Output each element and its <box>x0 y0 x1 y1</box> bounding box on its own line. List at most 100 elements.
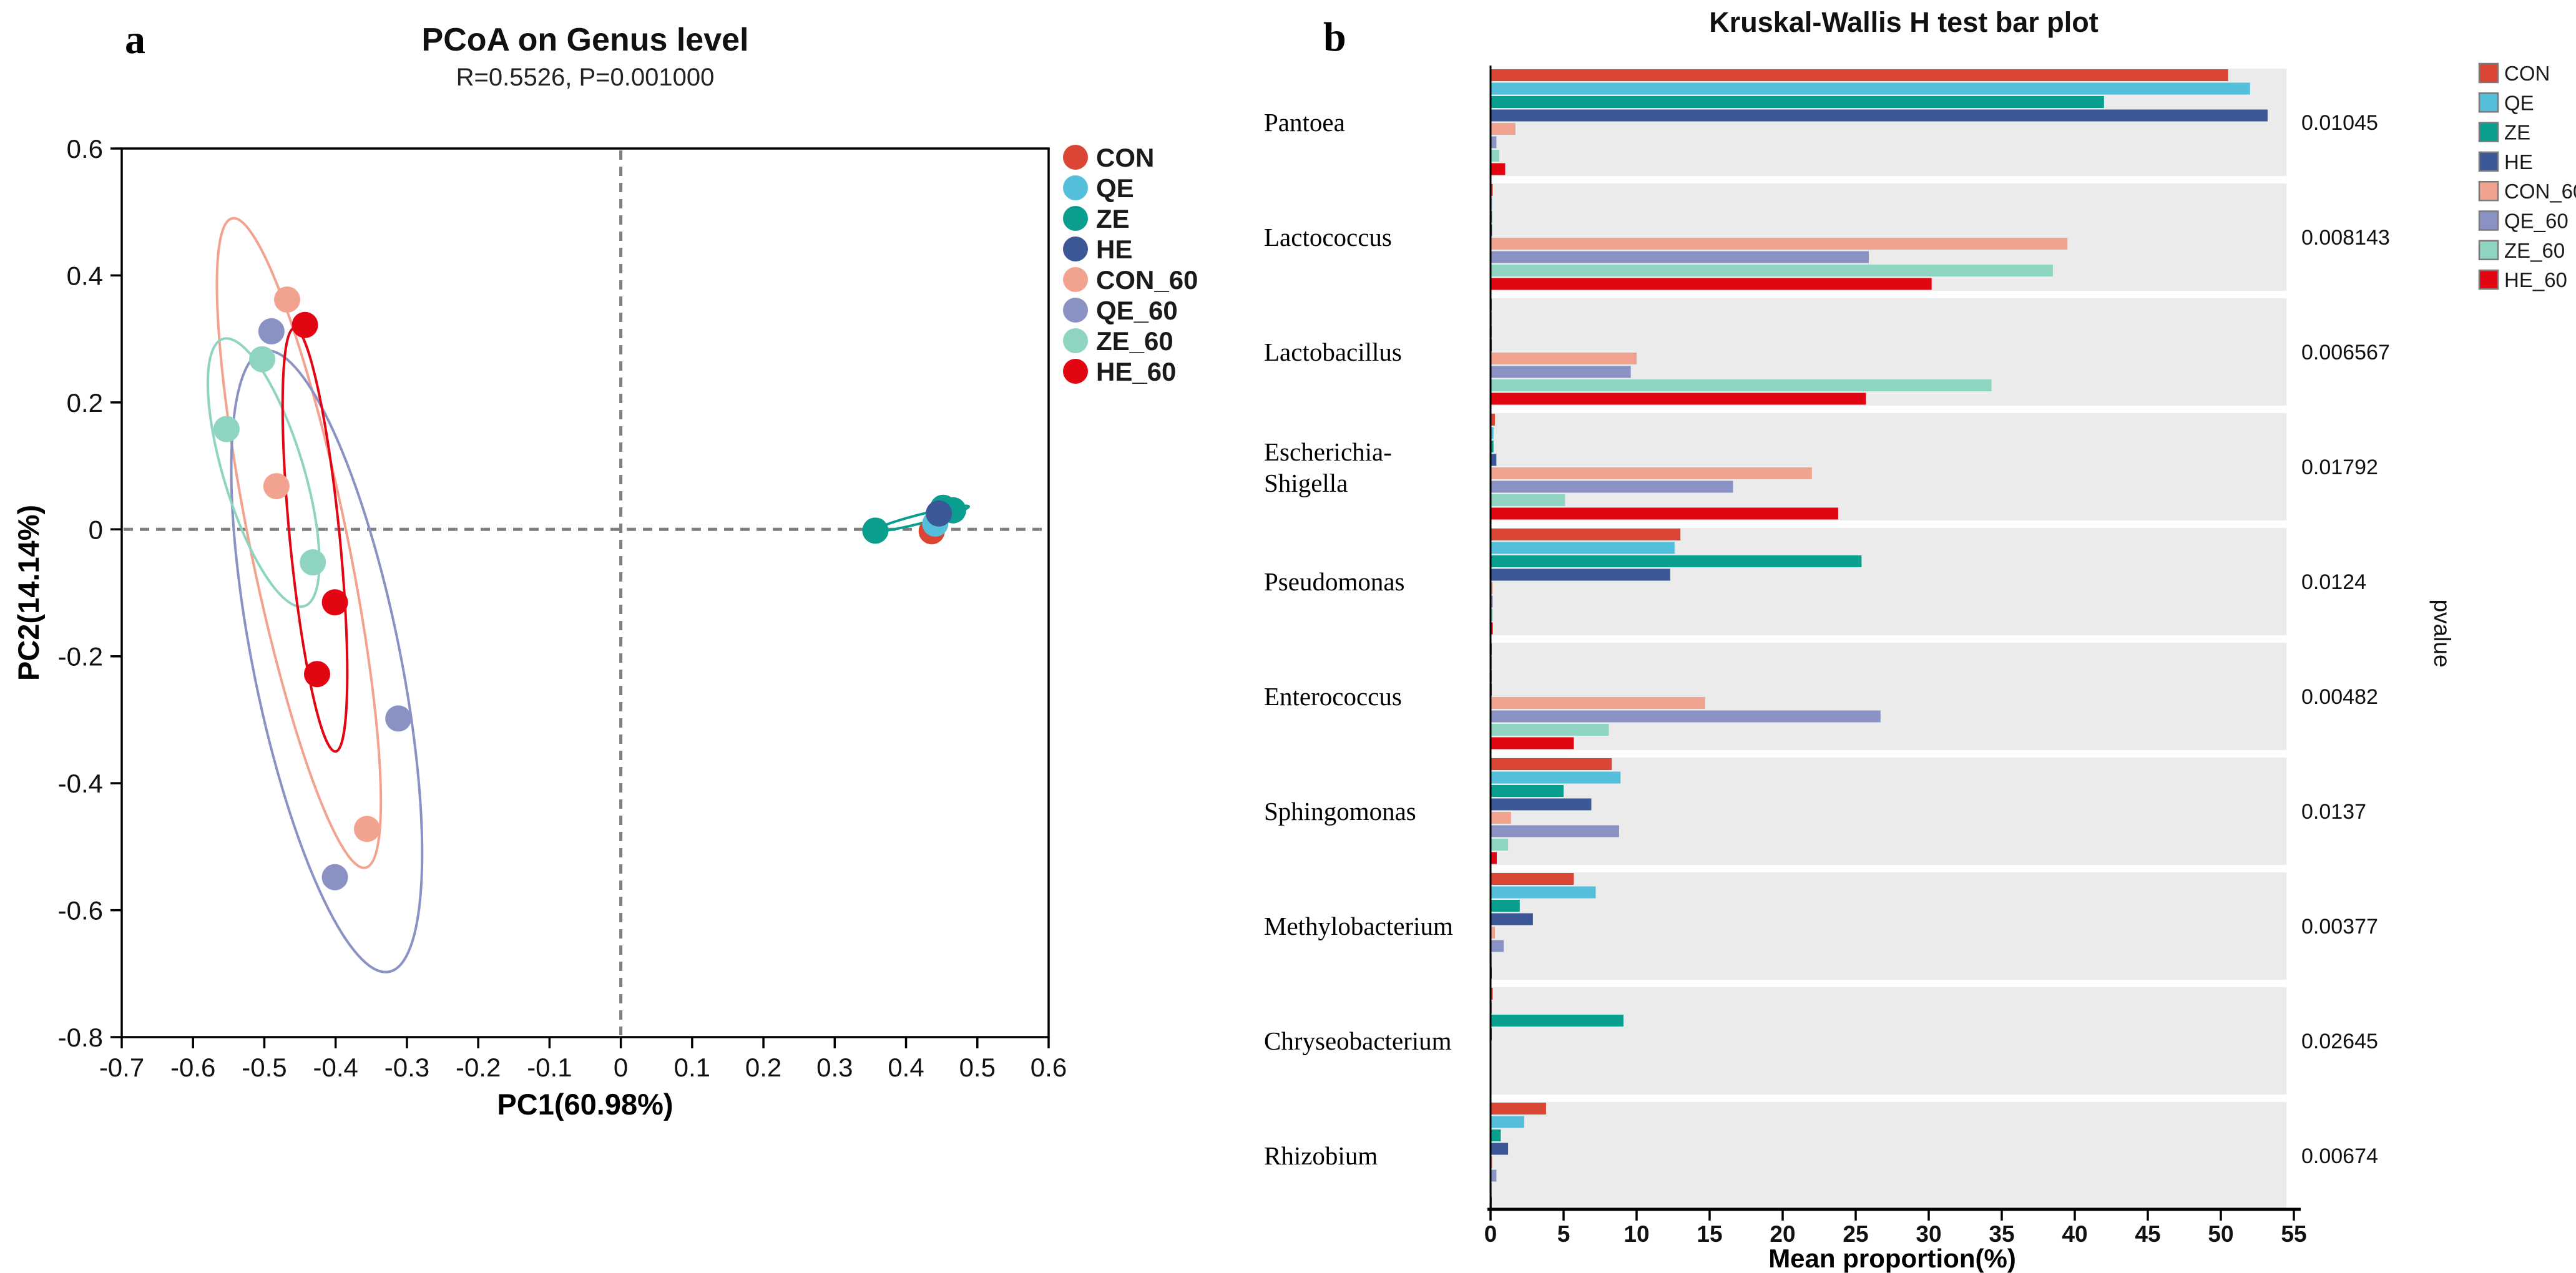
kruskal-wallis-bar-plot: Pantoea Lactococcus Lactobacillus Escherich… <box>1264 62 2576 1273</box>
y-tick-label: 0 <box>89 515 103 544</box>
bar-Lactococcus-QE_60 <box>1491 251 1869 263</box>
x-tick-label: 0.3 <box>816 1053 853 1082</box>
legend-label-ZE_60: ZE_60 <box>2504 239 2565 262</box>
genus-label-Enterococcus: Enterococcus <box>1264 682 1402 711</box>
scatter-point-CON_60 <box>353 816 380 842</box>
legend-swatch-CON <box>1063 145 1088 170</box>
bar-Escherichia-Shigella-CON_60 <box>1491 467 1812 479</box>
x-tick-label: -0.7 <box>99 1053 144 1082</box>
bar-Lactobacillus-CON_60 <box>1491 353 1637 364</box>
legend-swatch-QE <box>2478 92 2499 113</box>
y-tick-label: 0.2 <box>67 388 103 417</box>
confidence-ellipse-ZE_60 <box>206 337 321 608</box>
pvalue-Sphingomonas: 0.0137 <box>2301 800 2366 824</box>
x-tick-label: 40 <box>2062 1221 2087 1247</box>
scatter-point-HE_60 <box>291 311 318 338</box>
scatter-point-CON_60 <box>274 286 301 313</box>
bar-Sphingomonas-ZE <box>1491 785 1564 797</box>
pvalue-Lactobacillus: 0.006567 <box>2301 341 2390 364</box>
bar-Sphingomonas-HE <box>1491 798 1592 811</box>
bar-Lactococcus-ZE_60 <box>1491 265 2053 276</box>
genus-band-Sphingomonas <box>1491 758 2287 865</box>
pvalue-Chryseobacterium: 0.02645 <box>2301 1030 2378 1053</box>
bar-Sphingomonas-CON <box>1491 758 1612 770</box>
genus-label-Rhizobium: Rhizobium <box>1264 1141 1378 1170</box>
panel-b-letter: b <box>1323 14 1346 60</box>
x-tick-label: 20 <box>1770 1221 1795 1247</box>
bar-Rhizobium-QE <box>1491 1116 1524 1128</box>
scatter-point-QE_60 <box>258 318 285 344</box>
y-tick-label: 0.6 <box>67 134 103 163</box>
y-tick-label: -0.6 <box>58 896 103 925</box>
bar-Lactobacillus-HE_60 <box>1491 393 1866 405</box>
bar-Pantoea-CON <box>1491 69 2228 81</box>
bar-Sphingomonas-QE <box>1491 771 1621 784</box>
bar-Pseudomonas-ZE <box>1491 555 1862 567</box>
bar-Methylobacterium-QE_60 <box>1491 940 1504 952</box>
legend-swatch-ZE_60 <box>2478 240 2499 261</box>
bar-Pseudomonas-ZE_60 <box>1491 609 1493 621</box>
bar-Escherichia-Shigella-HE <box>1491 454 1497 466</box>
bar-Pseudomonas-CON <box>1491 529 1681 540</box>
bar-Methylobacterium-CON <box>1491 873 1574 885</box>
bar-Lactobacillus-ZE_60 <box>1491 379 1992 391</box>
legend-label-HE: HE <box>2504 150 2533 173</box>
legend-label-HE_60: HE_60 <box>2504 268 2567 291</box>
scatter-point-QE_60 <box>385 705 412 732</box>
bar-Pantoea-QE_60 <box>1491 136 1497 149</box>
genus-label-Lactobacillus: Lactobacillus <box>1264 338 1402 366</box>
x-tick-label: 25 <box>1843 1221 1868 1247</box>
x-tick-label: -0.2 <box>456 1053 501 1082</box>
scatter-point-HE_60 <box>321 589 348 616</box>
legend-label-ZE_60: ZE_60 <box>1096 326 1173 356</box>
scatter-point-ZE_60 <box>213 416 240 442</box>
pvalue-Pseudomonas: 0.0124 <box>2301 570 2366 594</box>
y-tick-label: -0.4 <box>58 769 103 798</box>
x-tick-label: 15 <box>1697 1221 1722 1247</box>
legend-swatch-QE_60 <box>1063 298 1088 323</box>
legend-swatch-QE <box>1063 175 1088 200</box>
bar-Rhizobium-QE_60 <box>1491 1169 1497 1182</box>
bar-Enterococcus-CON_60 <box>1491 697 1705 709</box>
genus-label-Lactococcus: Lactococcus <box>1264 223 1392 251</box>
x-tick-label: 0 <box>614 1053 628 1082</box>
bar-Pantoea-CON_60 <box>1491 123 1516 135</box>
genus-band-Escherichia-Shigella <box>1491 413 2287 520</box>
legend-swatch-QE_60 <box>2478 210 2499 231</box>
genus-label-Escherichia-Shigella: Shigella <box>1264 469 1348 497</box>
legend-swatch-HE <box>2478 151 2499 172</box>
legend-swatch-HE <box>1063 237 1088 261</box>
bar-Methylobacterium-ZE <box>1491 900 1520 912</box>
genus-label-Pseudomonas: Pseudomonas <box>1264 567 1405 596</box>
legend-label-QE_60: QE_60 <box>2504 210 2569 233</box>
x-tick-label: 0 <box>1484 1221 1497 1247</box>
y-tick-label: -0.2 <box>58 642 103 671</box>
genus-label-Escherichia-Shigella: Escherichia- <box>1264 437 1392 466</box>
pcoa-scatter-plot: -0.7 -0.6 -0.5 -0.4 -0.3 -0.2 -0.1 0 0.1 0.2 0.3 0.… <box>58 134 1198 1082</box>
genus-band-Rhizobium <box>1491 1102 2287 1209</box>
bar-Lactococcus-CON <box>1491 184 1493 196</box>
bar-Escherichia-Shigella-ZE <box>1491 441 1494 452</box>
legend-swatch-HE_60 <box>2478 269 2499 290</box>
bar-Escherichia-Shigella-QE <box>1491 427 1494 439</box>
x-tick-label: 10 <box>1623 1221 1649 1247</box>
bar-Pseudomonas-HE <box>1491 568 1670 581</box>
legend-swatch-ZE <box>1063 206 1088 231</box>
pvalue-Pantoea: 0.01045 <box>2301 111 2378 135</box>
x-tick-label: 0.4 <box>888 1053 924 1082</box>
x-tick-label: -0.1 <box>527 1053 572 1082</box>
bar-Enterococcus-QE_60 <box>1491 710 1881 723</box>
panel-a-title: PCoA on Genus level <box>421 22 749 58</box>
x-tick-label: 55 <box>2281 1221 2306 1247</box>
scatter-point-CON_60 <box>263 473 290 500</box>
genus-label-Chryseobacterium: Chryseobacterium <box>1264 1027 1452 1055</box>
scatter-point-HE_60 <box>303 661 330 688</box>
bar-Pantoea-ZE_60 <box>1491 150 1500 162</box>
legend-label-QE: QE <box>1096 173 1134 203</box>
pvalue-Rhizobium: 0.00674 <box>2301 1144 2378 1168</box>
bar-Escherichia-Shigella-QE_60 <box>1491 480 1733 493</box>
genus-band-Methylobacterium <box>1491 872 2287 980</box>
panel-a-letter: a <box>125 17 145 62</box>
y-tick-label: 0.4 <box>67 261 103 290</box>
